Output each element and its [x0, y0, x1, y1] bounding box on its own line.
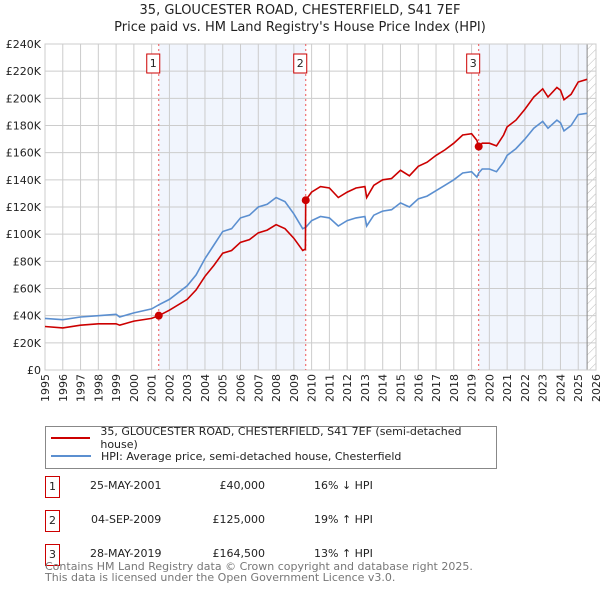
x-tick-label: 2004	[199, 374, 212, 402]
sale-marker-box	[293, 53, 308, 74]
x-tick-label: 2015	[394, 374, 407, 402]
x-tick-label: 2017	[430, 374, 443, 402]
footer-licence: This data is licensed under the Open Gov…	[45, 571, 396, 584]
x-tick-label: 2016	[412, 374, 425, 402]
footer-copyright: Contains HM Land Registry data © Crown c…	[45, 560, 473, 573]
price-paid-line	[44, 78, 588, 329]
x-tick-label: 2013	[359, 374, 372, 402]
y-tick-label: £160K	[6, 147, 42, 160]
x-tick-label: 2011	[323, 374, 336, 402]
x-tick-label: 2025	[572, 374, 585, 402]
y-tick-label: £220K	[6, 65, 42, 78]
x-tick-label: 2001	[146, 374, 159, 402]
transaction-hpi: 13% ↑ HPI	[314, 547, 373, 560]
x-tick-label: 1995	[39, 374, 52, 402]
x-tick-label: 2007	[252, 374, 265, 402]
marker-badge: 3	[45, 544, 60, 566]
chart-title: 35, GLOUCESTER ROAD, CHESTERFIELD, S41 7…	[139, 3, 461, 18]
legend-item-hpi: HPI: Average price, semi-detached house,…	[51, 448, 401, 464]
x-tick-label: 2020	[483, 374, 496, 402]
x-tick-label: 2021	[501, 374, 514, 402]
y-tick-label: £20K	[13, 337, 42, 350]
y-tick-label: £180K	[6, 120, 42, 133]
x-tick-label: 2002	[163, 374, 176, 402]
legend-label: 35, GLOUCESTER ROAD, CHESTERFIELD, S41 7…	[100, 425, 462, 451]
legend-label: HPI: Average price, semi-detached house,…	[101, 449, 402, 463]
plot-frame	[44, 43, 597, 371]
transaction-date: 25-MAY-2001	[90, 479, 162, 492]
hpi-line	[44, 112, 588, 321]
x-tick-label: 2018	[448, 374, 461, 402]
transaction-price: £164,500	[212, 547, 266, 560]
x-tick-label: 2014	[377, 374, 390, 402]
x-tick-label: 1999	[110, 374, 123, 402]
x-tick-label: 2019	[466, 374, 479, 402]
x-tick-label: 2022	[519, 374, 532, 402]
marker-badge: 2	[45, 510, 60, 532]
x-tick-label: 1997	[75, 374, 88, 402]
transaction-price: £125,000	[212, 513, 266, 526]
transaction-hpi: 19% ↑ HPI	[314, 513, 373, 526]
x-tick-label: 2026	[590, 374, 600, 402]
sale-marker-label: 1	[150, 57, 157, 70]
y-tick-label: £80K	[13, 255, 42, 268]
x-tick-label: 2008	[270, 374, 283, 402]
x-tick-label: 2006	[235, 374, 248, 402]
sale-point	[474, 142, 483, 151]
x-tick-label: 2009	[288, 374, 301, 402]
transaction-price: £40,000	[219, 479, 266, 492]
y-tick-label: £240K	[6, 38, 42, 51]
transaction-hpi: 16% ↓ HPI	[314, 479, 373, 492]
y-tick-label: £120K	[6, 201, 42, 214]
legend: 35, GLOUCESTER ROAD, CHESTERFIELD, S41 7…	[45, 425, 497, 469]
y-tick-label: £200K	[6, 92, 42, 105]
y-tick-label: £60K	[13, 283, 42, 296]
legend-item-price-paid: 35, GLOUCESTER ROAD, CHESTERFIELD, S41 7…	[51, 425, 496, 451]
red-line-swatch	[51, 437, 91, 439]
y-tick-label: £0	[27, 364, 41, 377]
x-tick-label: 2010	[306, 374, 319, 402]
y-tick-label: £100K	[6, 228, 42, 241]
chart-subtitle: Price paid vs. HM Land Registry's House …	[114, 20, 486, 35]
sale-marker-box	[146, 53, 161, 74]
x-tick-label: 2000	[128, 374, 141, 402]
x-tick-label: 2005	[217, 374, 230, 402]
x-tick-label: 1998	[92, 374, 105, 402]
y-tick-label: £40K	[13, 310, 42, 323]
x-tick-label: 2003	[181, 374, 194, 402]
price-chart: 1995 1996 1997 1998 1999 2000 2001 2002 2003 2004…	[6, 38, 600, 402]
marker-badge: 1	[45, 476, 60, 498]
sale-marker-label: 3	[470, 57, 477, 70]
sale-point	[301, 196, 310, 205]
y-tick-label: £140K	[6, 174, 42, 187]
blue-line-swatch	[51, 455, 91, 457]
sale-marker-box	[466, 53, 481, 74]
transaction-date: 04-SEP-2009	[91, 513, 162, 526]
sale-marker-label: 2	[297, 57, 304, 70]
x-tick-label: 2024	[554, 374, 567, 402]
sale-point	[154, 311, 163, 320]
x-tick-label: 2023	[537, 374, 550, 402]
x-tick-label: 1996	[57, 374, 70, 402]
x-tick-label: 2012	[341, 374, 354, 402]
transaction-date: 28-MAY-2019	[90, 547, 162, 560]
